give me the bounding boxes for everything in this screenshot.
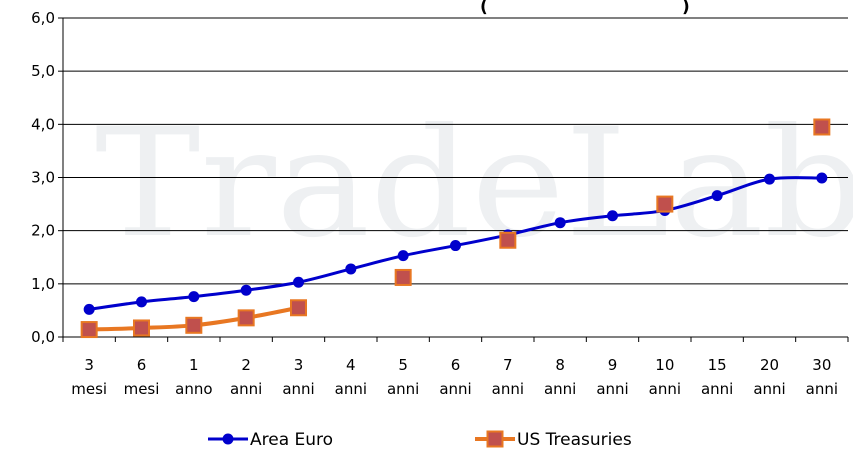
data-point (188, 291, 200, 303)
x-tick-label: 5 (398, 356, 408, 374)
data-point (499, 231, 517, 249)
grid-lines (63, 17, 848, 338)
x-tick-label: anni (701, 380, 733, 398)
x-tick-label: anni (544, 380, 576, 398)
data-point (813, 118, 831, 136)
title-open-paren: ( (480, 0, 488, 17)
data-point (290, 299, 307, 317)
x-tick-label: anni (335, 380, 367, 398)
x-tick-label: anno (175, 380, 212, 398)
x-tick-label: anni (282, 380, 314, 398)
x-tick-label: 1 (189, 356, 199, 374)
x-tick-label: anni (230, 380, 262, 398)
watermark-text: TradeLab (95, 97, 853, 271)
legend-label: Area Euro (250, 430, 333, 450)
legend-item: Area Euro (208, 430, 333, 450)
legend-swatch-marker (486, 430, 504, 448)
x-tick-label: 10 (655, 356, 674, 374)
x-tick-label: anni (596, 380, 628, 398)
x-tick-label: 20 (760, 356, 779, 374)
x-tick-label: anni (492, 380, 524, 398)
data-point (764, 173, 775, 185)
x-tick-label: anni (753, 380, 785, 398)
x-tick-label: mesi (124, 380, 160, 398)
y-tick-label: 3,0 (31, 169, 55, 187)
x-axis: 3 mesi 6 mesi 1 anno 2 anni 3 anni 4 anni 5 anni 6 anni… (62, 337, 849, 398)
data-point (397, 250, 409, 262)
x-tick-label: 6 (451, 356, 461, 374)
y-tick-label: 1,0 (31, 275, 55, 293)
data-point (607, 210, 618, 222)
data-point (185, 316, 203, 334)
x-tick-label: anni (439, 380, 471, 398)
data-point (816, 172, 828, 184)
data-point (237, 309, 255, 327)
data-point (133, 319, 150, 337)
series-us-treasuries (80, 118, 831, 339)
y-tick-label: 2,0 (31, 222, 55, 240)
x-tick-label: 15 (708, 356, 727, 374)
y-tick-label: 5,0 (31, 62, 55, 80)
x-tick-label: 6 (137, 356, 147, 374)
x-tick-label: 3 (294, 356, 304, 374)
data-point (80, 321, 98, 339)
data-point (656, 195, 674, 213)
series-group (80, 118, 831, 339)
data-point (240, 284, 252, 296)
x-tick-label: anni (387, 380, 419, 398)
x-tick-label: 9 (608, 356, 618, 374)
x-tick-label: 8 (555, 356, 565, 374)
legend-swatch-marker (222, 433, 234, 445)
data-point (394, 268, 412, 286)
data-point (293, 276, 304, 288)
legend-item: US Treasuries (475, 430, 632, 450)
y-tick-label: 4,0 (31, 115, 55, 133)
chart-title: ( ) (480, 0, 690, 17)
data-point (345, 263, 357, 275)
data-point (136, 296, 147, 308)
data-point (83, 303, 95, 315)
x-tick-label: 7 (503, 356, 513, 374)
title-close-paren: ) (682, 0, 690, 17)
legend-label: US Treasuries (517, 430, 632, 450)
data-point (554, 217, 566, 229)
x-tick-label: anni (806, 380, 838, 398)
x-tick-label: 3 (84, 356, 94, 374)
x-tick-label: 4 (346, 356, 356, 374)
y-axis: 0,0 1,0 2,0 3,0 4,0 5,0 6,0 (31, 9, 64, 346)
data-point (450, 240, 461, 252)
x-tick-label: 30 (812, 356, 831, 374)
y-tick-label: 6,0 (31, 9, 55, 27)
legend: Area Euro US Treasuries (208, 430, 632, 450)
y-tick-label: 0,0 (31, 328, 55, 346)
data-point (711, 190, 723, 202)
x-tick-label: 2 (241, 356, 251, 374)
x-tick-label: anni (649, 380, 681, 398)
x-tick-label: mesi (71, 380, 107, 398)
